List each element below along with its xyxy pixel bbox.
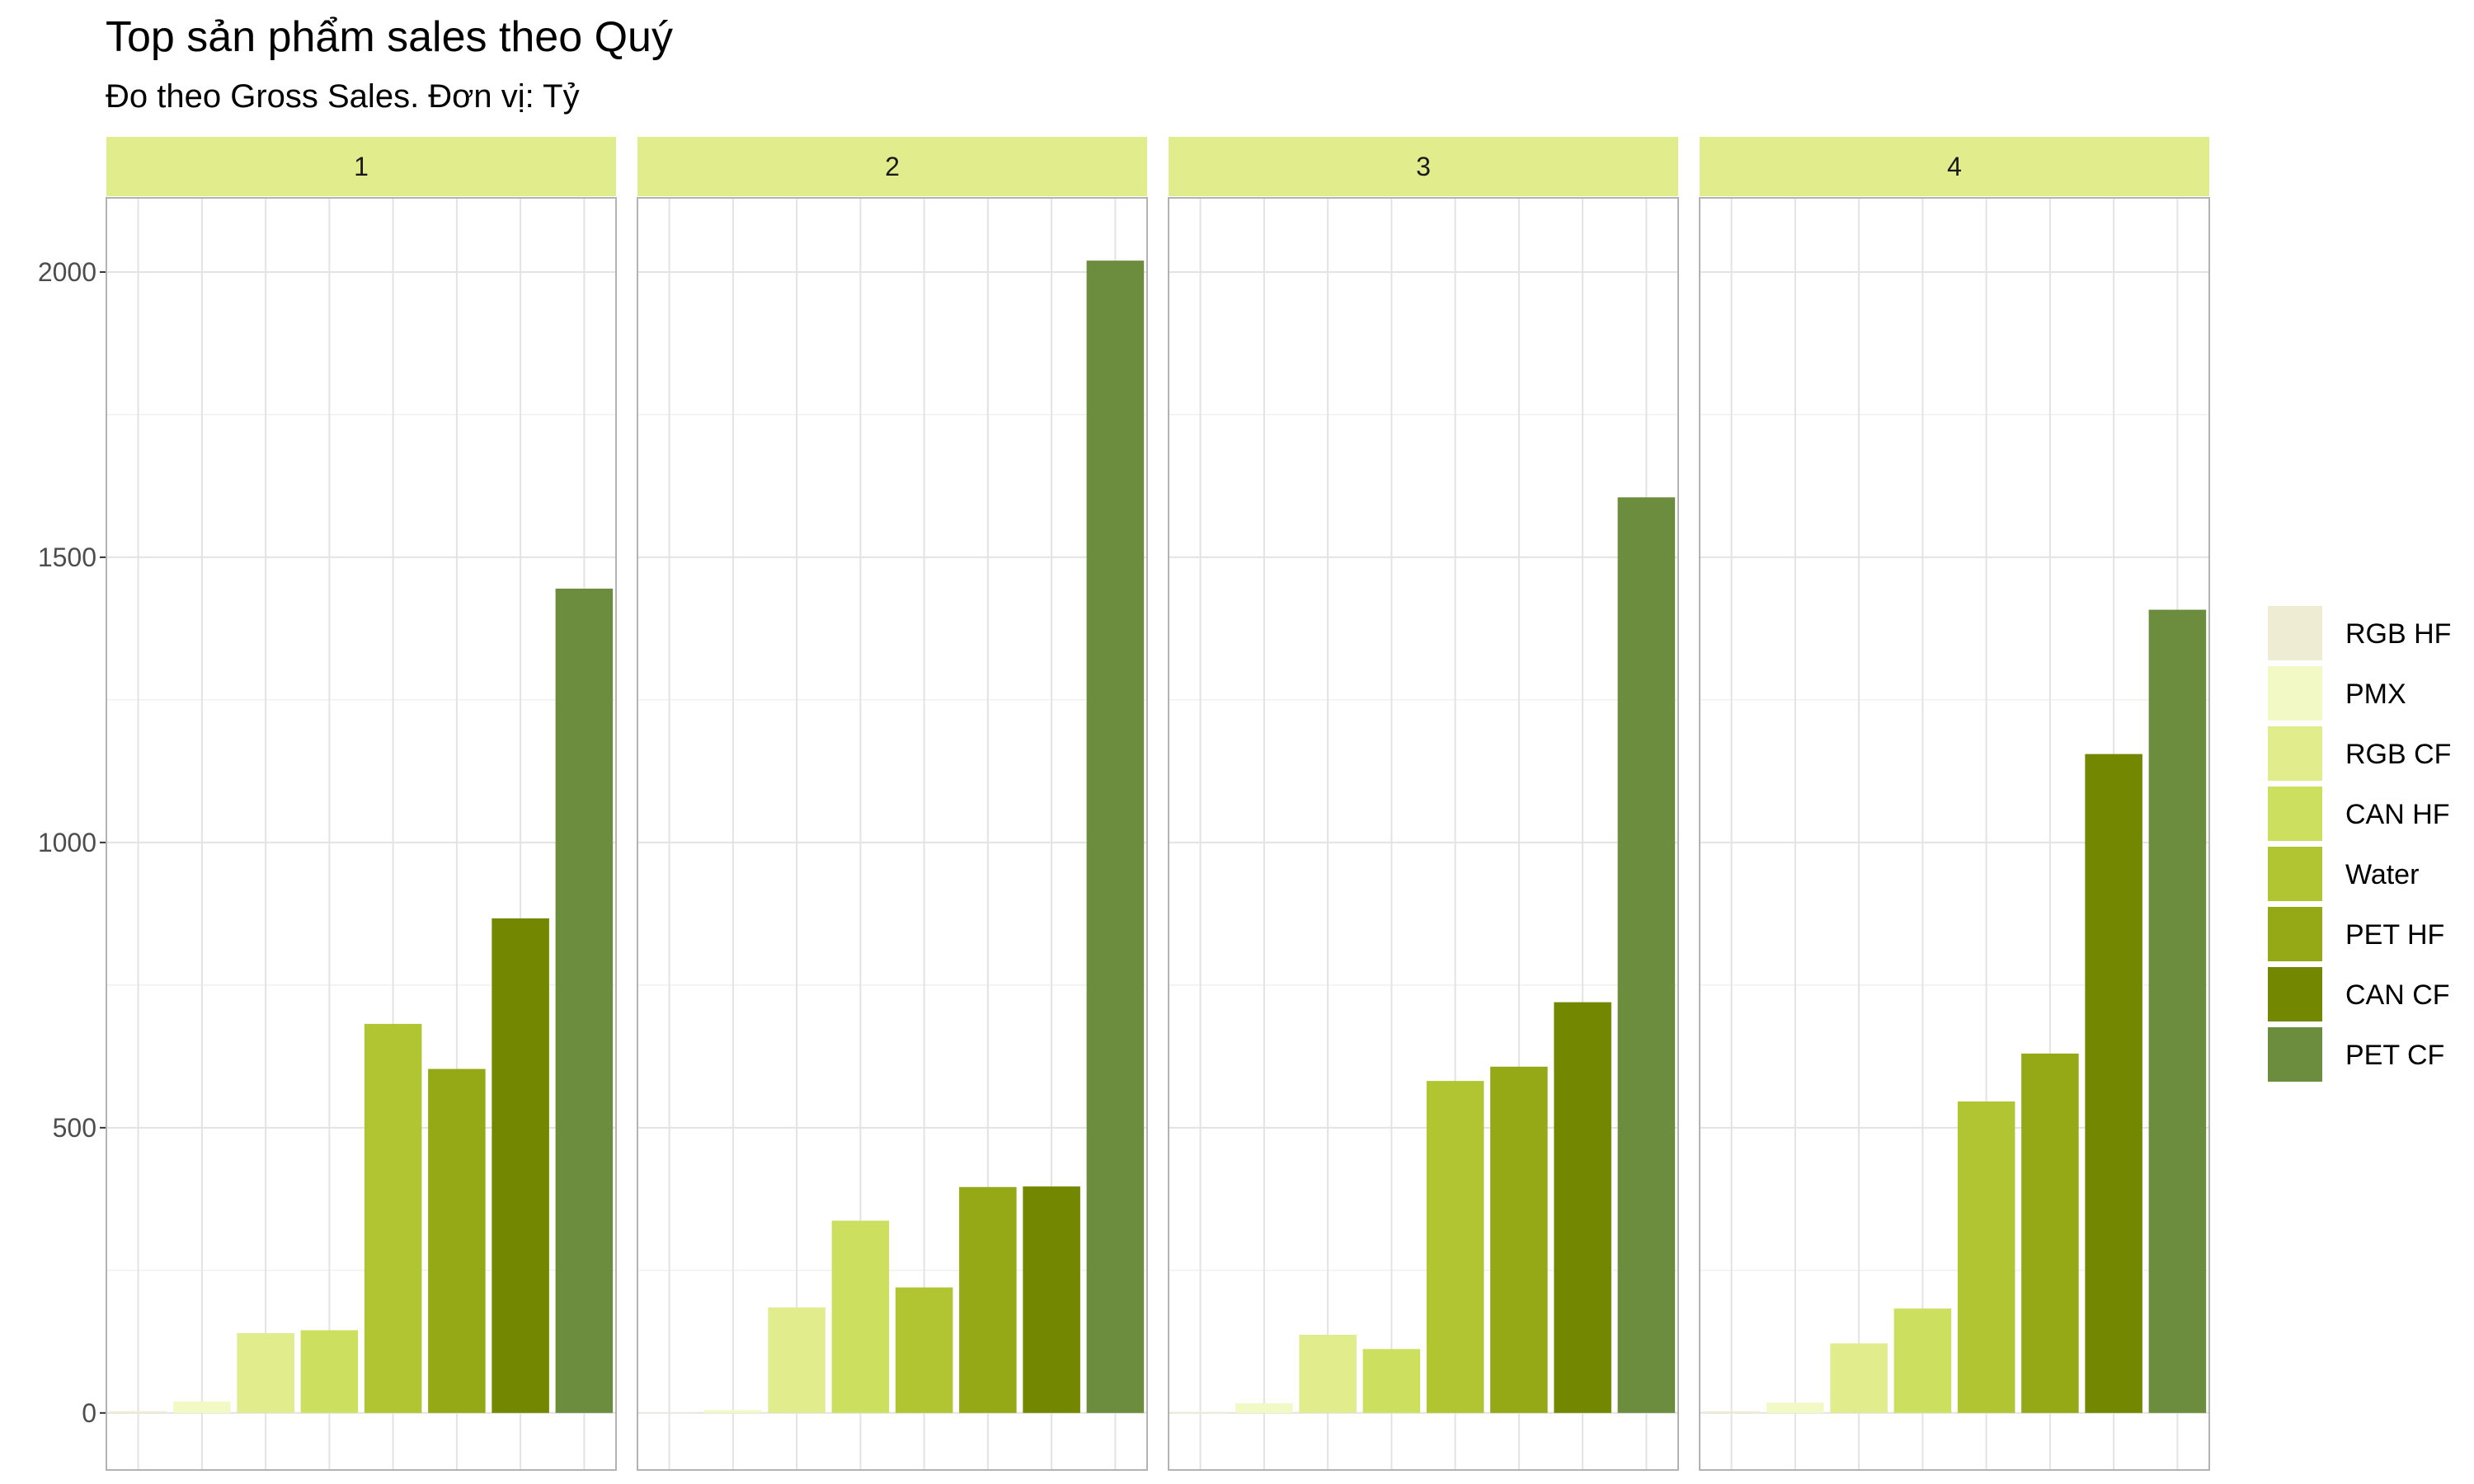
legend-label: PET HF bbox=[2345, 919, 2444, 951]
facet-panels: 1 2 3 4 bbox=[106, 137, 2210, 1471]
bar bbox=[1299, 1335, 1357, 1413]
bar bbox=[237, 1332, 294, 1413]
legend-item: PET CF bbox=[2268, 1027, 2444, 1082]
bar bbox=[2021, 1053, 2079, 1413]
bar bbox=[1830, 1343, 1888, 1413]
legend-key bbox=[2268, 847, 2322, 901]
panel-border bbox=[1699, 197, 2210, 1471]
y-tick-label: 2000 bbox=[38, 257, 96, 287]
bar bbox=[959, 1186, 1017, 1413]
bar bbox=[109, 1411, 167, 1413]
legend-key bbox=[2268, 666, 2322, 721]
facet-panel: 1 bbox=[106, 137, 617, 1471]
chart-title: Top sản phẩm sales theo Quý bbox=[106, 13, 673, 61]
legend-label: CAN CF bbox=[2345, 979, 2450, 1011]
facet-panel: 2 bbox=[637, 137, 1148, 1471]
panel-border bbox=[637, 197, 1148, 1471]
legend-item: RGB HF bbox=[2268, 606, 2451, 660]
legend-item: PET HF bbox=[2268, 907, 2444, 961]
legend: RGB HF PMX RGB CF CAN HF Water PET HF CAN CF PE… bbox=[2268, 606, 2451, 1082]
legend-item: Water bbox=[2268, 847, 2419, 901]
bar bbox=[1617, 497, 1676, 1413]
bar bbox=[1235, 1403, 1293, 1413]
legend-item: RGB CF bbox=[2268, 726, 2451, 781]
y-tick-label: 1000 bbox=[38, 828, 96, 857]
legend-label: RGB CF bbox=[2345, 739, 2451, 770]
bar bbox=[1766, 1402, 1824, 1413]
legend-key bbox=[2268, 606, 2322, 660]
y-axis: 0 500 1000 1500 2000 bbox=[38, 257, 106, 1428]
facet-panel: 3 bbox=[1168, 137, 1679, 1471]
bar bbox=[1893, 1308, 1952, 1413]
bar bbox=[831, 1220, 890, 1413]
y-tick-label: 0 bbox=[82, 1398, 96, 1428]
facet-strip-label: 4 bbox=[1947, 152, 1962, 181]
legend-label: RGB HF bbox=[2345, 618, 2451, 650]
legend-item: CAN HF bbox=[2268, 787, 2450, 841]
bar bbox=[895, 1287, 953, 1413]
facet-strip bbox=[1700, 137, 2209, 196]
facet-strip-label: 3 bbox=[1416, 152, 1431, 181]
legend-key bbox=[2268, 726, 2322, 781]
legend-label: PMX bbox=[2345, 679, 2406, 710]
bar bbox=[492, 918, 549, 1413]
bar bbox=[1023, 1186, 1080, 1413]
bar bbox=[2085, 754, 2142, 1413]
bar bbox=[1490, 1066, 1548, 1413]
bar bbox=[300, 1330, 359, 1413]
bar bbox=[2148, 609, 2207, 1413]
legend-label: CAN HF bbox=[2345, 799, 2450, 830]
legend-label: PET CF bbox=[2345, 1040, 2444, 1071]
legend-key bbox=[2268, 967, 2322, 1021]
bar bbox=[428, 1068, 486, 1413]
bar bbox=[173, 1401, 231, 1413]
panel-border bbox=[106, 197, 617, 1471]
y-tick-label: 500 bbox=[53, 1113, 96, 1143]
bar bbox=[704, 1410, 762, 1413]
bar bbox=[364, 1023, 422, 1413]
legend-item: PMX bbox=[2268, 666, 2406, 721]
bar bbox=[1426, 1081, 1484, 1413]
legend-key bbox=[2268, 1027, 2322, 1082]
facet-strip-label: 2 bbox=[885, 152, 900, 181]
bar bbox=[555, 588, 614, 1413]
y-tick-label: 1500 bbox=[38, 542, 96, 572]
bar bbox=[1086, 261, 1145, 1413]
facet-strip-label: 1 bbox=[354, 152, 369, 181]
bar bbox=[640, 1412, 698, 1413]
legend-item: CAN CF bbox=[2268, 967, 2450, 1021]
facet-strip bbox=[637, 137, 1147, 196]
chart-subtitle: Đo theo Gross Sales. Đơn vị: Tỷ bbox=[106, 78, 580, 115]
bar bbox=[1957, 1101, 2015, 1413]
bar bbox=[1702, 1411, 1761, 1413]
legend-key bbox=[2268, 907, 2322, 961]
facet-panel: 4 bbox=[1699, 137, 2210, 1471]
bar bbox=[768, 1307, 825, 1413]
bar bbox=[1171, 1411, 1230, 1413]
facet-strip bbox=[1169, 137, 1678, 196]
panel-border bbox=[1168, 197, 1679, 1471]
legend-key bbox=[2268, 787, 2322, 841]
legend-label: Water bbox=[2345, 859, 2419, 890]
bar bbox=[1554, 1002, 1611, 1413]
bar bbox=[1362, 1349, 1421, 1413]
facet-strip bbox=[106, 137, 616, 196]
